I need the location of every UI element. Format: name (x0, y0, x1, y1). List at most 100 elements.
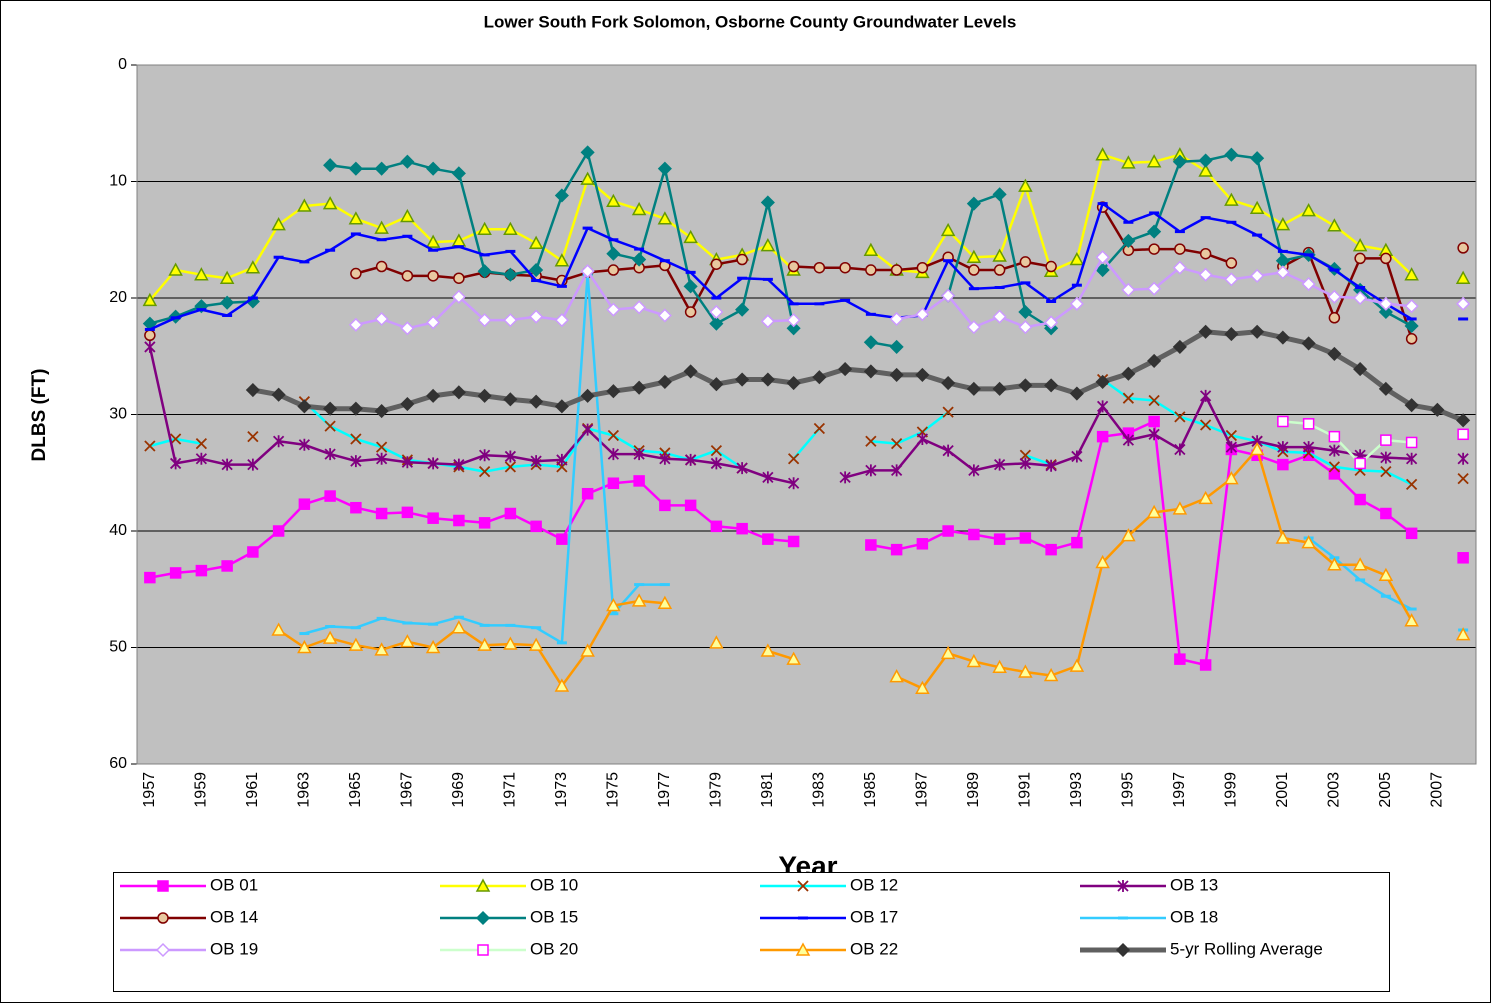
data-point (451, 620, 467, 634)
data-point (350, 232, 361, 236)
data-point (994, 286, 1005, 290)
x-tick-label: 1977 (656, 772, 673, 808)
data-point (580, 643, 595, 657)
data-point (1302, 418, 1315, 430)
data-point (271, 387, 286, 402)
data-point (889, 669, 904, 683)
data-point (1147, 224, 1162, 239)
data-point (1174, 653, 1186, 665)
data-point (1198, 490, 1213, 505)
data-point (787, 260, 800, 273)
data-point (1198, 153, 1213, 168)
data-point (992, 187, 1007, 202)
data-point (1044, 315, 1059, 330)
data-point (1146, 154, 1162, 168)
data-point (606, 246, 621, 261)
data-point (1303, 253, 1314, 257)
data-point (1277, 415, 1289, 428)
data-point (477, 637, 492, 651)
data-point (221, 560, 233, 572)
data-point (1328, 468, 1341, 480)
data-point (1405, 527, 1418, 540)
data-point (581, 487, 594, 500)
data-point (814, 302, 825, 306)
data-point (195, 564, 208, 577)
data-point (838, 362, 853, 377)
data-point (606, 384, 621, 399)
data-point (941, 288, 956, 303)
data-point (1405, 452, 1418, 465)
data-point (606, 302, 621, 317)
data-point (1097, 202, 1108, 206)
data-point (144, 440, 156, 452)
data-point (632, 380, 647, 395)
legend-label: OB 19 (210, 939, 258, 958)
data-point (890, 543, 903, 556)
data-point (940, 645, 956, 660)
series (1277, 415, 1469, 470)
data-point (890, 264, 903, 276)
data-point (451, 166, 466, 181)
data-point (992, 659, 1007, 674)
data-point (1226, 220, 1237, 224)
legend-label: OB 17 (850, 907, 898, 926)
data-point (889, 311, 904, 327)
data-point (992, 248, 1007, 262)
data-point (1018, 304, 1033, 320)
data-point (554, 313, 569, 328)
data-point (1354, 252, 1366, 265)
data-point (272, 435, 285, 448)
data-point (1327, 218, 1342, 232)
data-point (580, 145, 595, 160)
data-point (1404, 398, 1419, 413)
data-point (1457, 552, 1469, 564)
data-point (1123, 220, 1134, 224)
data-point (839, 261, 851, 274)
data-point (478, 465, 491, 478)
data-point (1019, 449, 1032, 461)
data-point (1019, 457, 1032, 470)
data-point (1199, 389, 1212, 402)
x-tick-label: 1985 (862, 772, 879, 808)
data-point (273, 255, 284, 259)
data-point (760, 372, 775, 387)
data-point (503, 313, 518, 328)
data-point (608, 612, 619, 616)
x-tick-label: 1961 (244, 772, 261, 808)
data-point (786, 321, 801, 336)
data-point (453, 615, 464, 619)
data-point (1172, 260, 1187, 275)
data-point (374, 311, 389, 327)
data-point (1044, 378, 1059, 393)
data-point (400, 396, 415, 412)
data-point (1172, 339, 1187, 354)
data-point (1018, 378, 1033, 393)
data-point (580, 264, 595, 279)
data-point (299, 260, 310, 264)
x-tick-label: 2007 (1429, 772, 1446, 808)
data-point (453, 272, 465, 284)
data-point (1121, 155, 1136, 169)
data-point (889, 339, 904, 354)
series (271, 441, 1471, 695)
data-point (632, 300, 647, 315)
data-point (659, 583, 670, 587)
data-point (940, 222, 956, 237)
data-point (863, 242, 879, 256)
data-point (324, 490, 336, 502)
data-point (1122, 392, 1135, 404)
legend-label: OB 15 (530, 907, 578, 926)
data-point (1457, 452, 1469, 465)
data-point (1352, 238, 1368, 252)
data-point (169, 433, 182, 445)
data-point (1225, 257, 1238, 269)
data-point (1148, 428, 1160, 441)
data-point (348, 211, 364, 225)
data-point (503, 267, 518, 282)
x-tick-label: 1987 (914, 772, 931, 808)
data-point (1355, 578, 1366, 582)
data-point (374, 642, 389, 656)
data-point (477, 388, 492, 403)
data-point (1355, 286, 1366, 290)
data-point (580, 171, 595, 185)
